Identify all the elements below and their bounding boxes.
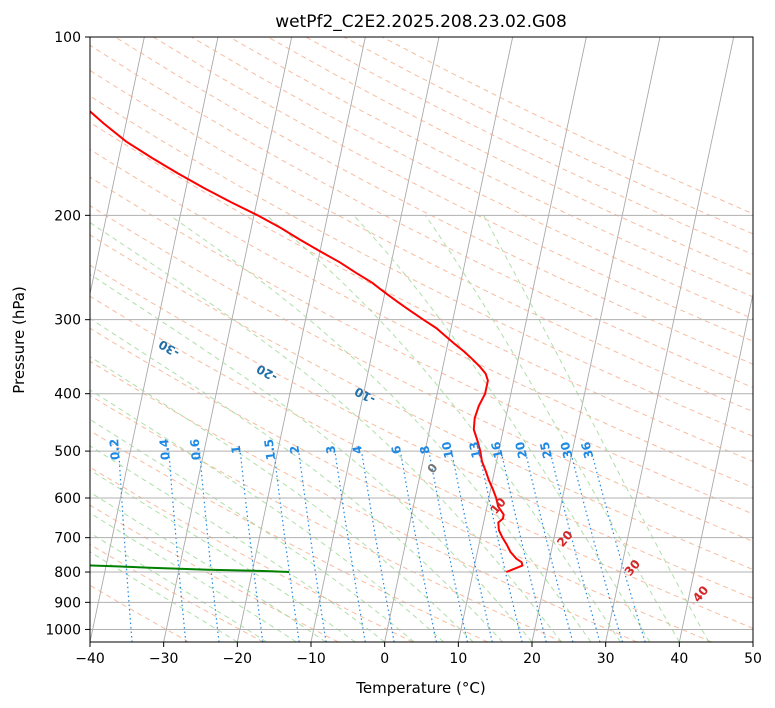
dry-adiabat: [90, 148, 753, 489]
y-tick-label: 600: [54, 491, 81, 507]
x-tick-label: −20: [223, 651, 253, 667]
y-tick-label: 200: [54, 208, 81, 224]
moist-adiabat: [90, 445, 386, 642]
mixing-ratio-label: 0.2: [107, 438, 122, 460]
x-tick-label: 20: [523, 651, 541, 667]
dry-adiabat: [90, 466, 414, 642]
mixing-ratio-label: 0.4: [157, 438, 173, 460]
y-tick-label: 900: [54, 595, 81, 611]
dry-adiabat: [90, 584, 190, 642]
mixing-ratio-label: 1: [229, 445, 244, 455]
x-tick-label: −40: [75, 651, 105, 667]
isotherm-line: [310, 37, 440, 642]
mixing-ratio-line: [360, 451, 395, 642]
mixing-ratio-label: 36: [579, 440, 597, 460]
dry-adiabat: [90, 504, 339, 642]
mixing-ratio-line: [168, 451, 187, 642]
dry-adiabat: [229, 37, 753, 298]
profile-lines: [90, 110, 524, 573]
mixing-ratio-line: [118, 451, 133, 642]
x-tick-label: 50: [744, 651, 762, 667]
y-tick-label: 800: [54, 565, 81, 581]
mixing-ratio-label: 13: [467, 440, 484, 459]
moist-adiabat: [90, 491, 326, 642]
moist-adiabat: [90, 469, 356, 642]
mixing-ratio-label: 10: [439, 440, 456, 459]
dry-adiabat: [90, 44, 753, 389]
dry-adiabat: [90, 95, 753, 437]
mixing-ratio-line: [298, 451, 327, 642]
mixing-ratio-label: 6: [389, 444, 404, 455]
x-tick-label: 30: [597, 651, 615, 667]
y-tick-label: 700: [54, 531, 81, 547]
isotherm-line: [236, 37, 366, 642]
mixing-ratio-label: 2: [287, 445, 302, 455]
dry-adiabat: [90, 360, 638, 642]
isotherm-line: [90, 37, 219, 642]
mixing-ratio-label: 30: [558, 440, 576, 460]
x-tick-label: −10: [296, 651, 326, 667]
x-tick-label: 40: [670, 651, 688, 667]
isotherm-line: [163, 37, 293, 642]
x-tick-label: 0: [380, 651, 389, 667]
mixing-ratio-label: 16: [489, 440, 506, 459]
moist-adiabat: [483, 215, 710, 642]
mixing-ratio-label: 20: [513, 440, 530, 459]
x-axis: −40 −30 −20 −10 0 10 20 30 40 50: [75, 642, 762, 667]
mixing-ratio-label: 4: [350, 445, 365, 455]
isotherm-line: [678, 291, 753, 642]
mixing-ratio-label: 25: [537, 440, 555, 460]
moist-adiabat: [90, 418, 415, 642]
y-tick-label: 1000: [45, 622, 81, 638]
mixing-ratio-label: 3: [323, 445, 338, 455]
x-tick-label: 10: [449, 651, 467, 667]
moist-adiabat: [90, 317, 503, 642]
y-axis: 100 200 300 400 500 600 700 800 900 1000: [45, 30, 90, 638]
moist-adiabat: [169, 214, 592, 642]
moist-adiabat: [90, 273, 533, 642]
x-tick-label: −30: [149, 651, 179, 667]
dry-adiabat: [152, 37, 753, 342]
temperature-series: [90, 110, 524, 573]
mixing-ratio-line: [273, 451, 300, 642]
y-tick-label: 300: [54, 313, 81, 329]
y-tick-label: 100: [54, 30, 81, 46]
dry-adiabat: [90, 264, 753, 600]
mixing-ratio-label: 0.6: [188, 438, 204, 460]
y-axis-title: Pressure (hPa): [10, 286, 28, 394]
chart-title: wetPf2_C2E2.2025.208.23.02.G08: [275, 12, 567, 32]
moist-adiabat: [90, 221, 562, 642]
mixing-ratio-line: [590, 450, 646, 642]
dry-adiabat: [90, 394, 563, 642]
dry-adiabat: [90, 327, 712, 642]
x-axis-title: Temperature (°C): [355, 679, 485, 697]
moist-adiabat: [424, 215, 680, 642]
mixing-ratio-line: [569, 450, 623, 642]
y-tick-label: 500: [54, 444, 81, 460]
y-tick-label: 400: [54, 387, 81, 403]
pressure-gridlines: [90, 37, 753, 630]
mixing-ratio-label: 1.5: [262, 438, 278, 461]
mixing-ratio-label: 8: [417, 444, 432, 455]
mixing-ratio-line: [334, 451, 366, 642]
moist-adiabat: [90, 389, 444, 642]
dry-adiabat: [90, 295, 753, 629]
dry-adiabat: [90, 176, 753, 515]
mixing-ratio-line: [199, 451, 220, 642]
guide-lines: [90, 37, 753, 642]
plot-frame: [89, 36, 754, 643]
mixing-ratio-line: [239, 451, 264, 642]
isotherm-line: [605, 37, 735, 642]
